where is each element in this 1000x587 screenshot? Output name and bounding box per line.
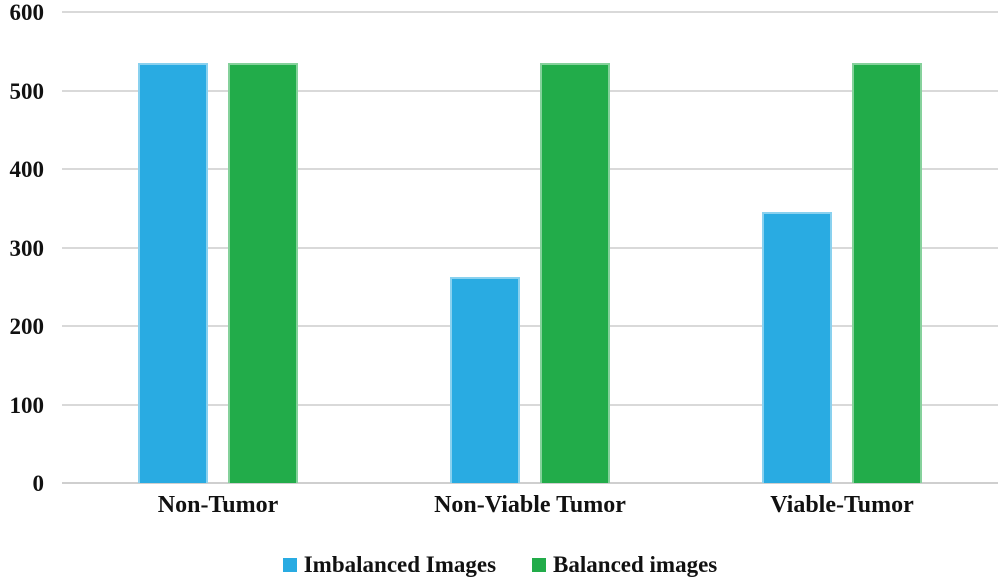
bar [450, 277, 520, 483]
y-axis-tick-label: 200 [9, 314, 45, 339]
gridline [62, 89, 998, 92]
legend-swatch [532, 557, 547, 572]
gridline [62, 168, 998, 170]
gridline [62, 403, 998, 406]
y-axis-tick-label: 500 [9, 78, 45, 104]
gridline [62, 246, 998, 249]
legend-item: Balanced images [532, 553, 717, 576]
legend-label: Balanced images [553, 552, 718, 577]
legend-item: Imbalanced Images [282, 552, 497, 577]
y-axis-tick-label: 100 [9, 392, 45, 418]
category-label: Non-Tumor [157, 492, 279, 518]
y-axis-tick-label: 0 [32, 471, 45, 496]
category-label: Viable-Tumor [770, 492, 914, 518]
category-label: Non-Viable Tumor [434, 492, 626, 518]
bar [138, 63, 208, 483]
y-axis-tick-label: 400 [9, 157, 45, 182]
bar [852, 63, 922, 483]
y-axis-tick-label: 300 [9, 235, 45, 261]
bar [540, 63, 610, 483]
gridline [62, 11, 998, 13]
legend-label: Imbalanced Images [303, 552, 497, 577]
bar [762, 212, 832, 483]
bar [228, 63, 298, 483]
chart-legend: Imbalanced Images Balanced images [0, 553, 1000, 576]
x-axis-baseline [62, 482, 998, 484]
legend-swatch [282, 557, 297, 572]
y-axis-tick-label: 600 [9, 0, 45, 25]
gridline [62, 325, 998, 327]
